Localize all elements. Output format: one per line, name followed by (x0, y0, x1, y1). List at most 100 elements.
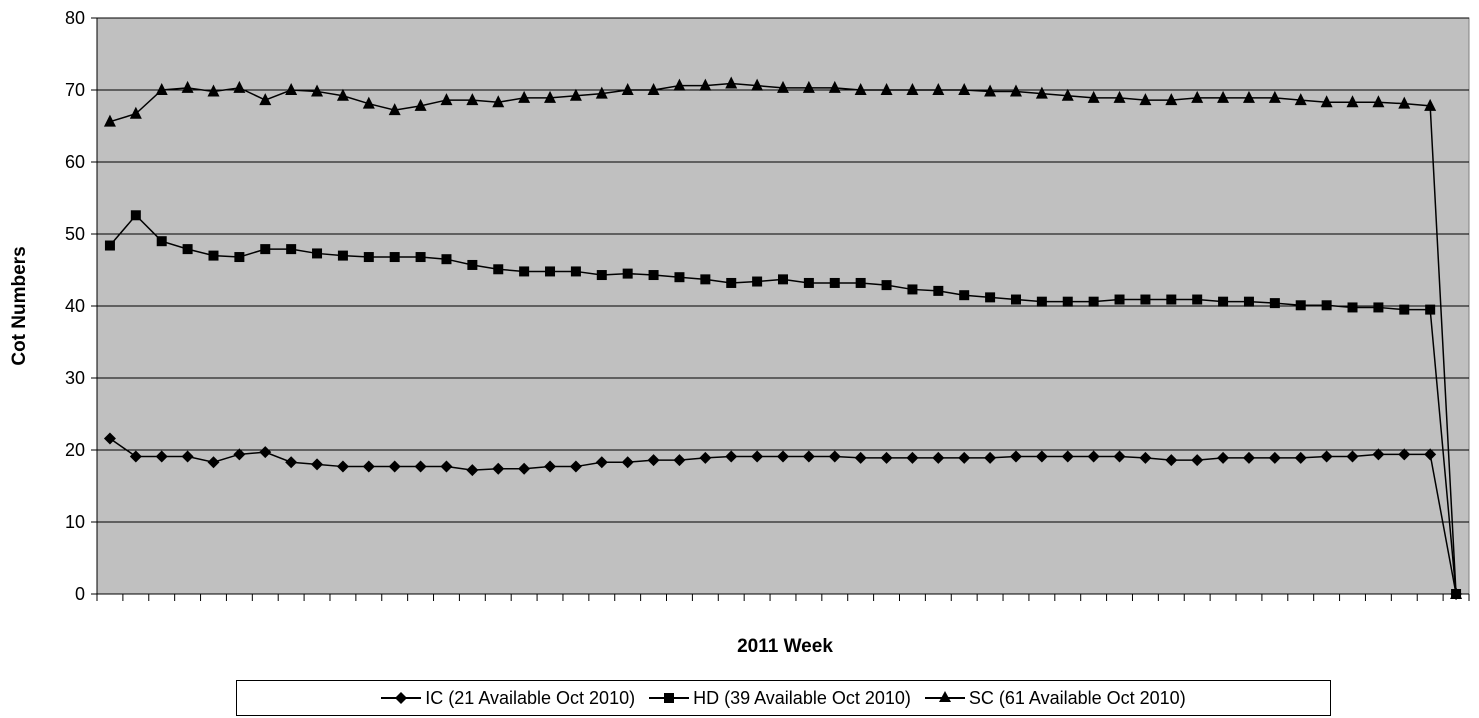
data-point-triangle (958, 83, 971, 95)
data-point-triangle (336, 88, 349, 101)
data-point-square (907, 284, 918, 295)
data-point-square (1321, 300, 1332, 311)
data-point-square (881, 280, 892, 291)
data-point-triangle (595, 86, 608, 99)
data-point-triangle (751, 78, 764, 91)
data-point-diamond (1346, 450, 1359, 463)
y-tick-label: 20 (65, 440, 85, 460)
data-point-diamond (1320, 450, 1333, 463)
data-point-square (208, 250, 219, 261)
data-point-square (363, 252, 374, 263)
data-point-square (1114, 294, 1125, 305)
legend-label-hd: HD (39 Available Oct 2010) (693, 687, 911, 708)
data-point-triangle (1424, 98, 1437, 111)
data-point-diamond (647, 454, 660, 467)
data-point-diamond (569, 460, 582, 473)
data-point-diamond (1087, 450, 1100, 463)
data-point-triangle (311, 84, 324, 97)
data-point-diamond (311, 458, 324, 471)
data-point-diamond (802, 450, 815, 463)
data-point-diamond (440, 460, 453, 473)
y-tick-label: 80 (65, 8, 85, 28)
data-point-diamond (181, 450, 194, 463)
data-point-diamond (621, 456, 634, 469)
data-point-triangle (880, 83, 893, 95)
data-point-triangle (1398, 96, 1411, 109)
series-0 (103, 432, 1463, 600)
data-point-triangle (233, 80, 246, 93)
series-layer (103, 76, 1463, 600)
data-point-diamond (103, 432, 116, 445)
data-point-triangle (1139, 93, 1152, 106)
data-point-triangle (103, 114, 116, 127)
data-point-triangle (414, 98, 427, 111)
data-point-triangle (181, 80, 194, 93)
data-point-triangle (777, 80, 789, 93)
data-point-diamond (466, 464, 479, 477)
data-point-diamond (129, 450, 142, 463)
data-point-triangle (932, 83, 945, 95)
data-point-triangle (621, 83, 634, 95)
y-axis-title: Cot Numbers (9, 246, 30, 365)
data-point-diamond (932, 451, 945, 464)
data-point-triangle (1061, 88, 1074, 101)
data-point-square (803, 277, 814, 288)
data-point-square (415, 252, 426, 263)
y-tick-label: 50 (65, 224, 85, 244)
data-point-square (1218, 296, 1229, 307)
data-point-square (674, 272, 685, 283)
data-point-triangle (1450, 587, 1463, 599)
data-point-square (1192, 294, 1203, 305)
data-point-diamond (1294, 451, 1307, 464)
data-point-square (130, 210, 141, 221)
data-point-diamond (259, 446, 272, 459)
data-point-triangle (802, 80, 815, 93)
data-point-square (855, 277, 866, 288)
data-point-diamond (906, 451, 919, 464)
diamond-marker-icon (381, 692, 422, 704)
data-point-diamond (1061, 450, 1074, 463)
data-point-diamond (492, 462, 505, 475)
data-point-square (726, 277, 737, 288)
data-point-triangle (1035, 86, 1048, 99)
data-point-square (1140, 294, 1151, 305)
legend-item-sc: SC (61 Available Oct 2010) (924, 688, 1186, 709)
data-point-square (1166, 294, 1177, 305)
data-point-diamond (777, 450, 789, 463)
plot-area (96, 17, 1470, 595)
data-point-triangle (466, 93, 479, 106)
data-point-diamond (1165, 454, 1178, 467)
data-point-square (985, 292, 996, 303)
data-point-diamond (699, 451, 712, 464)
data-point-triangle (1346, 95, 1359, 108)
data-point-square (1036, 296, 1047, 307)
data-point-square (519, 266, 530, 277)
data-point-square (778, 274, 788, 285)
x-axis (96, 593, 1470, 601)
triangle-marker-icon (924, 691, 965, 702)
data-point-triangle (1217, 90, 1230, 103)
data-point-square (441, 254, 452, 265)
data-point-triangle (828, 80, 841, 93)
data-point-square (648, 270, 659, 281)
data-point-triangle (699, 78, 712, 91)
data-point-square (545, 266, 556, 277)
data-point-triangle (1294, 93, 1307, 106)
data-point-diamond (725, 450, 738, 463)
data-point-square (959, 290, 970, 301)
data-point-triangle (854, 83, 867, 95)
data-point-square (260, 244, 271, 255)
data-point-square (493, 264, 504, 275)
data-point-diamond (1217, 451, 1230, 464)
data-point-triangle (569, 88, 582, 101)
line-chart: 0 10 20 30 40 50 60 70 80 Cot Numbers 2011 Week (9, 8, 1470, 657)
data-point-square (752, 276, 763, 287)
legend: IC (21 Available Oct 2010) HD (39 Availa… (236, 680, 1331, 716)
data-point-square (1347, 302, 1358, 313)
data-point-diamond (1242, 451, 1255, 464)
data-point-diamond (958, 451, 971, 464)
data-point-diamond (1035, 450, 1048, 463)
data-point-triangle (1268, 90, 1281, 103)
data-point-diamond (595, 456, 608, 469)
data-point-triangle (492, 95, 505, 108)
